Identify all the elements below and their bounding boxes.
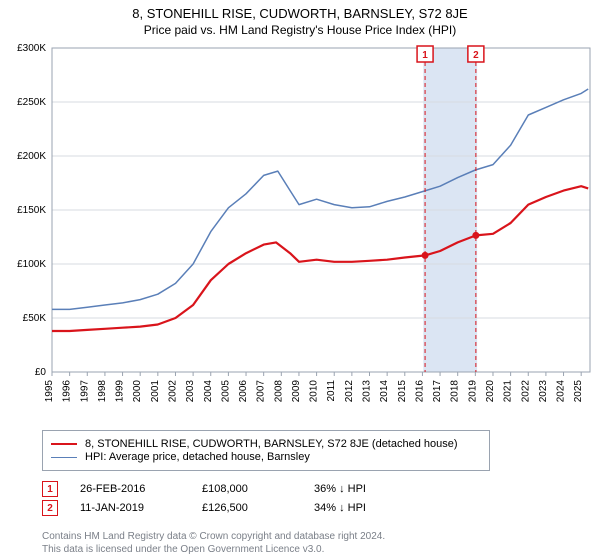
svg-text:2020: 2020 — [485, 380, 496, 403]
sale-price: £126,500 — [202, 502, 292, 514]
svg-text:2010: 2010 — [309, 380, 320, 403]
legend-swatch — [51, 457, 77, 458]
sale-marker-box: 1 — [42, 481, 58, 497]
svg-text:2011: 2011 — [326, 380, 337, 402]
svg-text:1996: 1996 — [62, 380, 73, 403]
footer-line-2: This data is licensed under the Open Gov… — [42, 544, 385, 557]
sale-pct-vs-hpi: 34% ↓ HPI — [314, 502, 404, 514]
sale-marker-box: 2 — [42, 500, 58, 516]
sale-price: £108,000 — [202, 483, 292, 495]
svg-text:£150K: £150K — [17, 205, 46, 216]
legend-label: 8, STONEHILL RISE, CUDWORTH, BARNSLEY, S… — [85, 438, 458, 450]
svg-text:2008: 2008 — [273, 380, 284, 403]
svg-text:2016: 2016 — [414, 380, 425, 403]
svg-text:2023: 2023 — [538, 380, 549, 403]
svg-text:2017: 2017 — [432, 380, 443, 403]
page-title: 8, STONEHILL RISE, CUDWORTH, BARNSLEY, S… — [0, 6, 600, 21]
series-hpi — [52, 89, 588, 309]
svg-text:£50K: £50K — [23, 313, 47, 324]
svg-text:£100K: £100K — [17, 259, 46, 270]
svg-text:2024: 2024 — [556, 380, 567, 403]
legend-label: HPI: Average price, detached house, Barn… — [85, 451, 310, 463]
svg-text:1997: 1997 — [79, 380, 90, 403]
svg-text:2002: 2002 — [167, 380, 178, 403]
sales-table: 1 26-FEB-2016 £108,000 36% ↓ HPI 2 11-JAN-201… — [42, 478, 558, 519]
svg-text:2019: 2019 — [467, 380, 478, 403]
sale-pct-vs-hpi: 36% ↓ HPI — [314, 483, 404, 495]
sale-row: 1 26-FEB-2016 £108,000 36% ↓ HPI — [42, 481, 558, 497]
series-price_paid — [52, 186, 588, 331]
svg-text:1995: 1995 — [44, 380, 55, 403]
svg-text:2001: 2001 — [150, 380, 161, 403]
svg-text:£200K: £200K — [17, 151, 46, 162]
page-subtitle: Price paid vs. HM Land Registry's House … — [0, 23, 600, 37]
svg-text:2018: 2018 — [450, 380, 461, 403]
svg-text:2000: 2000 — [132, 380, 143, 403]
legend-swatch — [51, 443, 77, 445]
legend-row: 8, STONEHILL RISE, CUDWORTH, BARNSLEY, S… — [51, 438, 481, 450]
svg-text:2005: 2005 — [220, 380, 231, 403]
svg-text:2006: 2006 — [238, 380, 249, 403]
svg-text:2015: 2015 — [397, 380, 408, 403]
svg-text:2004: 2004 — [203, 380, 214, 403]
svg-text:2003: 2003 — [185, 380, 196, 403]
svg-text:2009: 2009 — [291, 380, 302, 403]
sale-date: 26-FEB-2016 — [80, 483, 180, 495]
footer-attribution: Contains HM Land Registry data © Crown c… — [42, 531, 385, 556]
svg-text:£0: £0 — [35, 367, 47, 378]
svg-text:2007: 2007 — [256, 380, 267, 403]
svg-text:1: 1 — [422, 50, 428, 61]
svg-text:1998: 1998 — [97, 380, 108, 403]
svg-text:1999: 1999 — [115, 380, 126, 403]
footer-line-1: Contains HM Land Registry data © Crown c… — [42, 531, 385, 544]
sale-row: 2 11-JAN-2019 £126,500 34% ↓ HPI — [42, 500, 558, 516]
svg-text:2014: 2014 — [379, 380, 390, 403]
legend-row: HPI: Average price, detached house, Barn… — [51, 451, 481, 463]
svg-text:2012: 2012 — [344, 380, 355, 403]
svg-text:2: 2 — [473, 50, 479, 61]
svg-text:£250K: £250K — [17, 97, 46, 108]
svg-text:2021: 2021 — [503, 380, 514, 403]
svg-text:£300K: £300K — [17, 43, 46, 54]
legend: 8, STONEHILL RISE, CUDWORTH, BARNSLEY, S… — [42, 430, 490, 471]
svg-text:2025: 2025 — [573, 380, 584, 403]
sale-date: 11-JAN-2019 — [80, 502, 180, 514]
price-chart: £0 £50K £100K £150K £200K £250K £300K 1995 1996 1… — [0, 42, 600, 422]
svg-text:2013: 2013 — [362, 380, 373, 403]
svg-text:2022: 2022 — [520, 380, 531, 403]
